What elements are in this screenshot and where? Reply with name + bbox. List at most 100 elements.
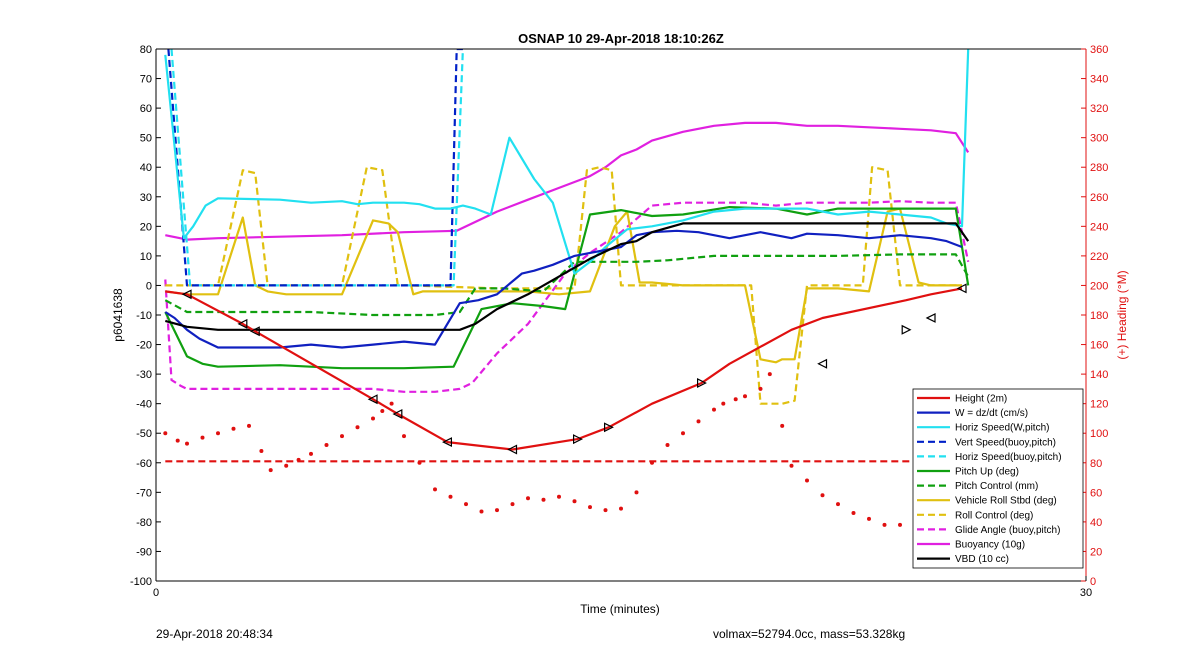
y-tick-label: -60 (136, 458, 152, 470)
series-horiz-speed-w-pitch (164, 49, 970, 275)
y2-tick-label: 200 (1090, 280, 1108, 292)
height-marker (925, 312, 936, 323)
heading-point (510, 502, 515, 507)
y-tick-label: -90 (136, 546, 152, 558)
heading-point (259, 448, 264, 453)
legend-label-height-2m: Height (2m) (955, 394, 1007, 405)
y-tick-label: 20 (140, 221, 152, 233)
heading-point (789, 463, 794, 468)
legend-label-vbd-10-cc: VBD (10 cc) (955, 554, 1009, 565)
heading-point (882, 522, 887, 527)
heading-point (402, 434, 406, 439)
heading-point (464, 502, 468, 507)
heading-point (231, 426, 236, 431)
heading-point (588, 505, 592, 510)
heading-point (324, 443, 329, 448)
y-tick-label: 10 (140, 251, 152, 263)
series-vbd-10-cc (165, 222, 970, 331)
heading-point (603, 508, 608, 513)
legend-label-roll-control-deg: Roll Control (deg) (955, 510, 1033, 521)
height-marker (249, 326, 260, 337)
heading-point (665, 443, 670, 448)
heading-point (758, 386, 763, 391)
y-tick-label: -80 (136, 517, 152, 529)
series-pitch-control-mm (164, 253, 970, 317)
heading-point (433, 487, 437, 492)
heading-point (380, 409, 385, 414)
y-tick-label: -30 (136, 369, 152, 381)
ticks-layer: 80706050403020100-10-20-30-40-50-60-70-8… (130, 44, 1108, 599)
x-axis-label: Time (minutes) (580, 602, 660, 616)
height-marker (573, 434, 583, 445)
heading-point (805, 478, 809, 483)
series-w-dz-dt-cm-s (164, 229, 963, 349)
y2-tick-label: 360 (1090, 44, 1108, 56)
legend-label-pitch-up-deg: Pitch Up (deg) (955, 467, 1019, 478)
heading-point (479, 509, 484, 514)
y2-tick-label: 260 (1090, 192, 1108, 204)
heading-point (650, 460, 654, 465)
heading-point (309, 451, 313, 456)
heading-point (767, 372, 772, 377)
heading-point (268, 468, 273, 473)
heading-point (163, 431, 168, 436)
heading-point (417, 460, 422, 465)
heading-point (851, 511, 856, 516)
legend-label-vert-speed-buoy-pitch: Vert Speed(buoy,pitch) (955, 437, 1056, 448)
heading-point (200, 435, 205, 440)
y-tick-label: 80 (140, 44, 152, 56)
y-tick-label: 70 (140, 74, 152, 86)
y2-tick-label: 0 (1090, 576, 1096, 588)
heading-point (296, 457, 301, 462)
height-marker (817, 358, 828, 369)
heading-point (389, 401, 394, 406)
y-tick-label: -100 (130, 576, 152, 588)
legend-label-horiz-speed-w-pitch: Horiz Speed(W,pitch) (955, 423, 1049, 434)
y2-tick-label: 340 (1090, 74, 1108, 86)
y2-tick-label: 40 (1090, 517, 1102, 529)
heading-point (712, 407, 716, 412)
heading-point (448, 494, 453, 499)
legend-label-buoyancy-10g: Buoyancy (10g) (955, 540, 1025, 551)
y2-tick-label: 120 (1090, 399, 1108, 411)
heading-point (681, 431, 685, 436)
heading-point (526, 496, 530, 501)
heading-point (820, 493, 825, 498)
height-marker (697, 378, 707, 388)
chart-title: OSNAP 10 29-Apr-2018 18:10:26Z (518, 31, 724, 46)
y-tick-label: 60 (140, 103, 152, 115)
legend-items: Height (2m) W = dz/dt (cm/s) Horiz Speed(W… (917, 394, 1062, 565)
heading-point (557, 494, 561, 499)
series-horiz-speed-buoy-pitch (170, 49, 464, 287)
y2-axis-label: (+) Heading (°M) (1115, 270, 1129, 359)
series-roll-control-deg (165, 166, 962, 405)
heading-point (216, 431, 220, 436)
legend-label-w-dz-dt-cm-s: W = dz/dt (cm/s) (955, 408, 1028, 419)
series-glide-angle-buoy-pitch (164, 200, 970, 393)
heading-point (572, 499, 577, 504)
y-tick-label: 0 (146, 280, 152, 292)
x-tick-label: 30 (1080, 587, 1092, 599)
heading-point (634, 490, 639, 495)
y-tick-label: -70 (136, 487, 152, 499)
footer-timestamp: 29-Apr-2018 20:48:34 (156, 627, 273, 641)
y2-tick-label: 320 (1090, 103, 1108, 115)
y2-tick-label: 280 (1090, 162, 1108, 174)
heading-point (743, 394, 747, 399)
legend-box (912, 388, 1084, 569)
legend-label-pitch-control-mm: Pitch Control (mm) (955, 481, 1038, 492)
y-tick-label: -10 (136, 310, 152, 322)
heading-point (721, 401, 726, 406)
height-marker (442, 437, 452, 448)
heading-point (495, 508, 499, 513)
height-marker (901, 324, 912, 335)
height-marker (507, 444, 518, 455)
heading-point (696, 419, 701, 424)
legend-label-horiz-speed-buoy-pitch: Horiz Speed(buoy,pitch) (955, 452, 1062, 463)
height-marker (392, 409, 403, 419)
heading-point (898, 522, 902, 527)
y2-tick-label: 240 (1090, 221, 1108, 233)
legend-label-glide-angle-buoy-pitch: Glide Angle (buoy,pitch) (955, 525, 1060, 536)
y2-tick-label: 140 (1090, 369, 1108, 381)
